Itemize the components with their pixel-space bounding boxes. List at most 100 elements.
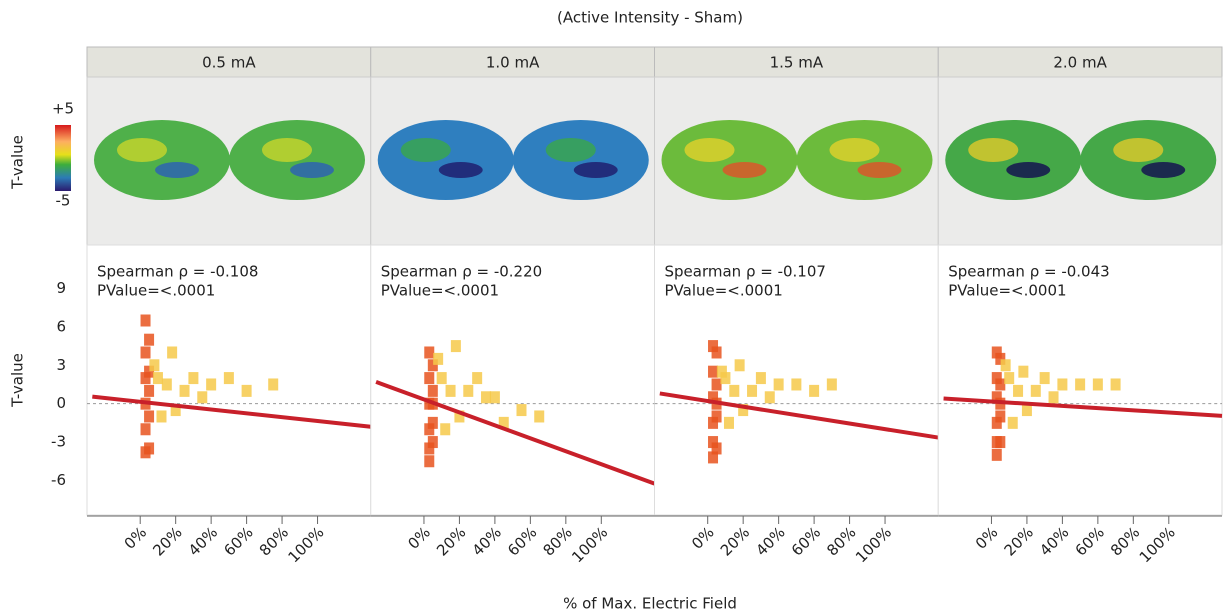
scatter-point [711, 442, 722, 455]
scatter-point [498, 416, 509, 429]
brain-surface [945, 120, 1082, 200]
x-tick-label: 0% [688, 523, 718, 553]
x-tick-label: 100% [852, 523, 895, 566]
scatter-point [140, 372, 151, 385]
brain-blob [545, 138, 596, 162]
x-tick-label: 40% [469, 523, 505, 559]
scatter-point [144, 384, 155, 397]
scatter-point [991, 372, 1002, 385]
x-tick-label: 0% [121, 523, 151, 553]
scatter-point [708, 436, 719, 449]
scatter-point [1075, 378, 1086, 391]
scatter-point [454, 410, 465, 423]
scatter-point [711, 410, 722, 423]
scatter-point [1030, 384, 1041, 397]
brain-blob [438, 162, 483, 178]
x-tick-label: 100% [568, 523, 611, 566]
scatter-point [995, 436, 1006, 449]
scatter-point [1110, 378, 1121, 391]
x-tick-label: 40% [752, 523, 788, 559]
scatter-point [1021, 404, 1032, 417]
scatter-point [472, 372, 483, 385]
scatter-point [716, 365, 727, 378]
scatter-point [708, 451, 719, 464]
y-axis-label: T-value [9, 353, 27, 408]
brain-surface [377, 120, 514, 200]
stat-annotation: PValue=<.0001 [665, 282, 783, 300]
scatter-point [729, 384, 740, 397]
scatter-point [991, 346, 1002, 359]
scatter-point [723, 416, 734, 429]
scatter-point [424, 346, 435, 359]
scatter-point [436, 372, 447, 385]
scatter-point [711, 346, 722, 359]
panel-title: 0.5 mA [202, 54, 256, 72]
scatter-point [463, 384, 474, 397]
scatter-point [197, 391, 208, 404]
scatter-point [268, 378, 279, 391]
y-tick-label: 6 [56, 317, 66, 335]
scatter-point [791, 378, 802, 391]
x-tick-label: 100% [285, 523, 328, 566]
panel-title: 1.0 mA [486, 54, 540, 72]
scatter-point [1057, 378, 1068, 391]
y-tick-label: -6 [51, 471, 66, 489]
panel-title: 2.0 mA [1053, 54, 1107, 72]
scatter-point [161, 378, 172, 391]
scatter-point [1048, 391, 1059, 404]
scatter-point [427, 384, 438, 397]
colorbar-tick-label: -5 [56, 192, 71, 210]
brain-blob [684, 138, 735, 162]
scatter-point [144, 410, 155, 423]
scatter-point [445, 384, 456, 397]
scatter-point [991, 448, 1002, 461]
scatter-point [424, 372, 435, 385]
scatter-point [995, 378, 1006, 391]
scatter-point [734, 359, 745, 372]
brain-blob [573, 162, 618, 178]
colorbar-label: T-value [9, 135, 27, 190]
brain-blob [1006, 162, 1051, 178]
scatter-point [764, 391, 775, 404]
scatter-point [424, 455, 435, 468]
scatter-point [140, 423, 151, 436]
panel-header [937, 46, 1223, 78]
fit-line [375, 380, 656, 486]
x-tick-label: 0% [404, 523, 434, 553]
fit-line [92, 394, 371, 429]
brain-blob [968, 138, 1019, 162]
panel-title: 1.5 mA [770, 54, 824, 72]
brain-blob [722, 162, 767, 178]
scatter-point [1018, 365, 1029, 378]
scatter-point [755, 372, 766, 385]
scatter-point [708, 416, 719, 429]
colorbar-tick-label: +5 [52, 100, 74, 118]
brain-blob [290, 162, 334, 178]
scatter-point [991, 391, 1002, 404]
brain-blob [262, 138, 312, 162]
scatter-point [1007, 416, 1018, 429]
colorbar [55, 125, 71, 191]
brain-blob [155, 162, 199, 178]
brain-blob [1141, 162, 1186, 178]
scatter-point [450, 340, 461, 353]
scatter-point [995, 410, 1006, 423]
scatter-point [489, 391, 500, 404]
x-tick-label: 40% [185, 523, 221, 559]
scatter-point [427, 436, 438, 449]
scatter-point [809, 384, 820, 397]
scatter-point [144, 333, 155, 346]
stat-annotation: PValue=<.0001 [948, 282, 1066, 300]
x-tick-label: 20% [1001, 523, 1037, 559]
scatter-point [156, 410, 167, 423]
x-axis-label: % of Max. Electric Field [563, 595, 737, 613]
stat-annotation: PValue=<.0001 [381, 282, 499, 300]
scatter-point [223, 372, 234, 385]
x-tick-label: 0% [972, 523, 1002, 553]
scatter-point [1039, 372, 1050, 385]
scatter-point [711, 378, 722, 391]
x-tick-label: 20% [433, 523, 469, 559]
y-tick-label: -3 [51, 433, 66, 451]
x-tick-label: 40% [1036, 523, 1072, 559]
